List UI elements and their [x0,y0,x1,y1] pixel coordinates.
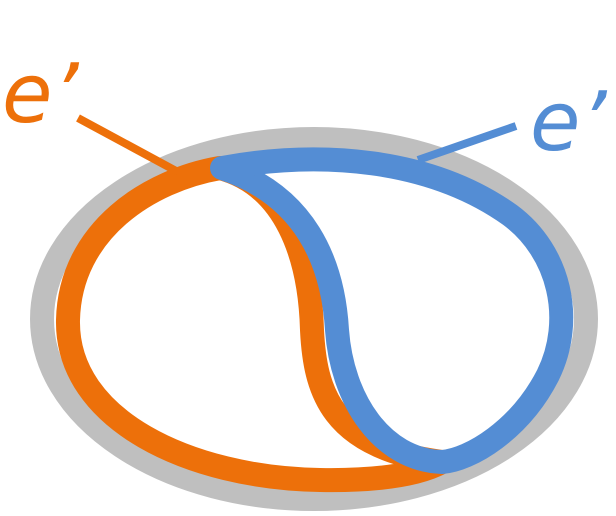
blue-leader-line [416,122,518,164]
orange-loop [55,156,454,493]
orange-label: e’ [2,47,79,142]
blue-label: e’ [530,75,607,170]
outer-ellipse [30,127,598,511]
blue-loop [210,147,574,474]
orange-leader-line [76,114,180,176]
